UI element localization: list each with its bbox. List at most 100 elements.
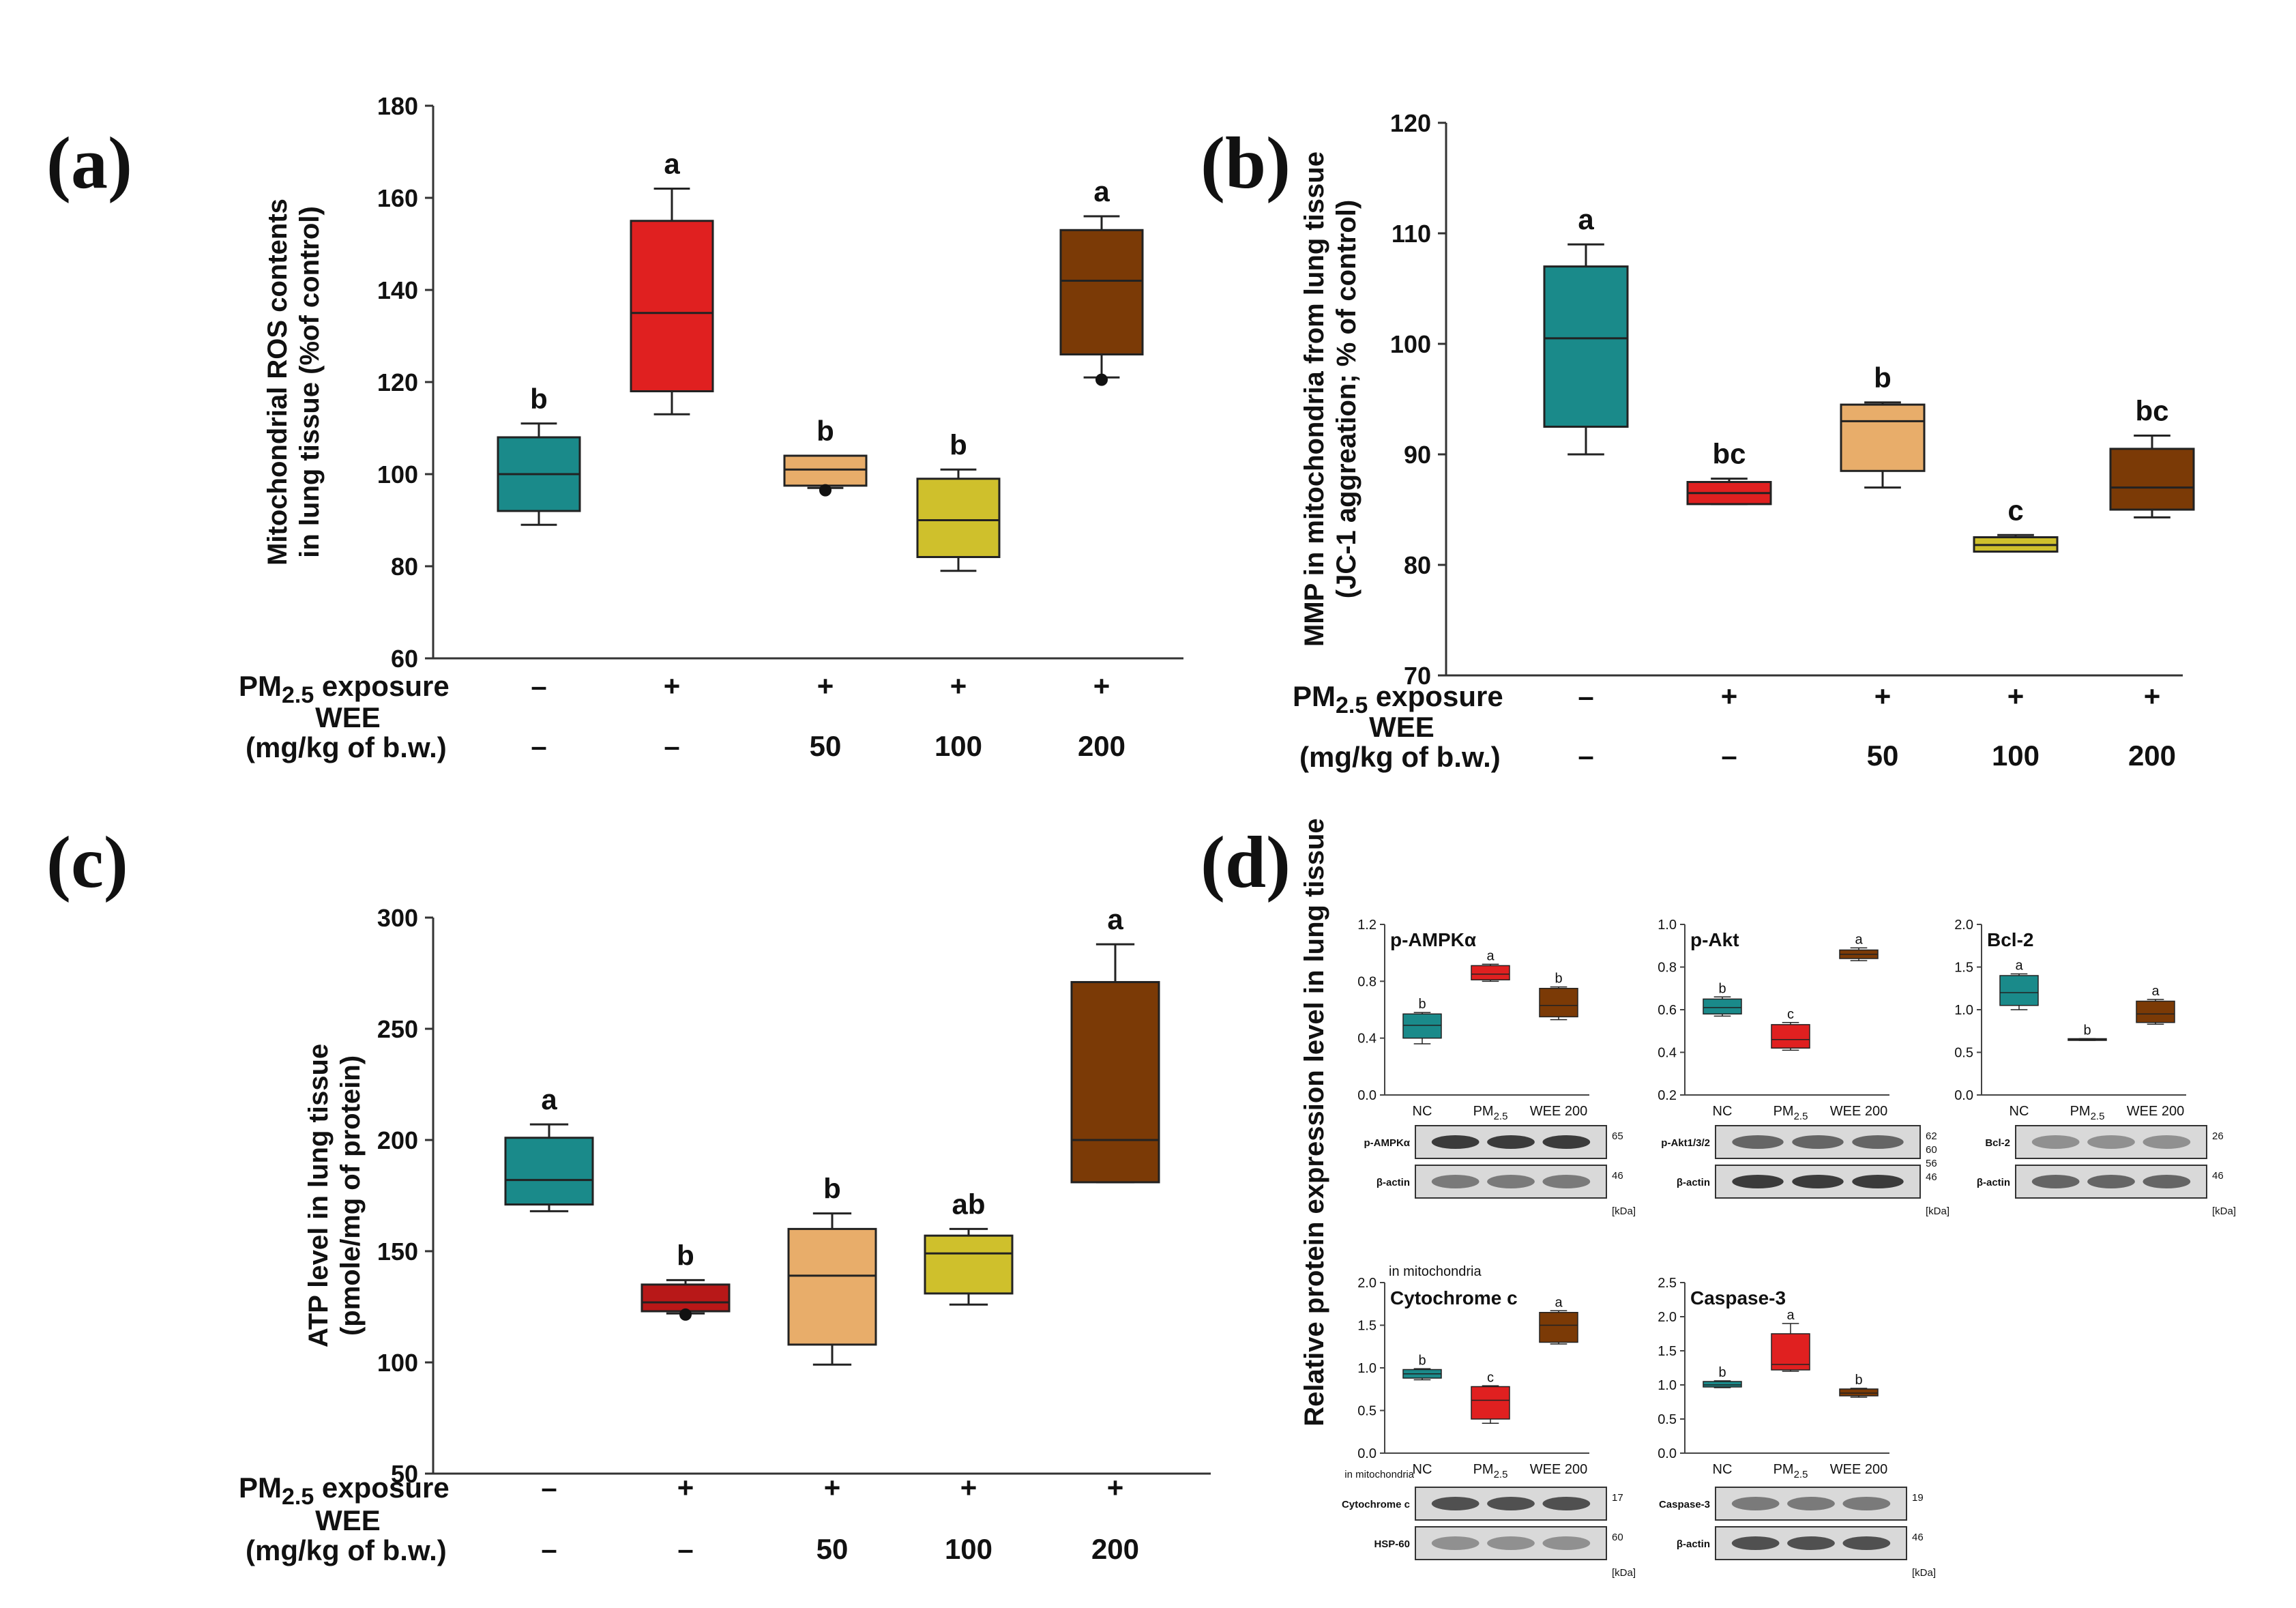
y-tick-label-a-3: 120 [377, 368, 418, 396]
blot-row-label-3-0: Cytochrome c [1342, 1499, 1410, 1510]
blot-2: Bcl-2 β-actin 26 46 [kDa] [1977, 1125, 2236, 1217]
blot-kda-3-0: 17 [1612, 1492, 1623, 1504]
mini-category-4-2: WEE 200 [1830, 1462, 1887, 1477]
mini-sig-2-2: a [2151, 984, 2160, 999]
blot-band-1-1-1 [1792, 1175, 1844, 1188]
blot-band-0-0-2 [1542, 1135, 1591, 1149]
mini-category-0-1: PM2.5 [1473, 1104, 1508, 1122]
y-tick-label-b-3: 100 [1390, 330, 1431, 358]
wee-unit-label-a: (mg/kg of b.w.) [246, 731, 447, 763]
mini-sig-1-1: c [1787, 1007, 1794, 1022]
blot-row-label-2-1: β-actin [1977, 1177, 2010, 1188]
sig-letter-c-0: a [541, 1083, 557, 1115]
sig-letter-c-2: b [823, 1173, 841, 1205]
mini-box-0-1-box [1471, 965, 1510, 980]
box-a-1-box [630, 220, 714, 392]
pm-value-b-3: + [2007, 680, 2025, 712]
sig-letter-c-3: ab [952, 1188, 985, 1220]
y-tick-label-c-0: 50 [391, 1460, 418, 1488]
mini-chart-1: 0.2 0.4 0.6 0.8 1.0 p-Akt b c a NC PM2.5 WEE 200 [1658, 918, 1889, 1122]
box-b-0-box [1543, 265, 1629, 428]
mini-tick-label-2-0: 0.0 [1954, 1088, 1973, 1103]
mini-tick-label-4-2: 1.0 [1658, 1378, 1677, 1393]
blot-band-0-1-2 [1542, 1175, 1591, 1188]
mini-tick-label-1-2: 0.6 [1658, 1003, 1677, 1018]
mini-sig-1-2: a [1855, 932, 1863, 947]
blot-band-3-1-2 [1542, 1536, 1591, 1550]
mini-sig-2-1: b [2083, 1023, 2091, 1038]
wee-value-c-1: – [677, 1533, 693, 1565]
mini-tick-label-0-3: 1.2 [1357, 918, 1377, 933]
panel-label-d: (d) [1201, 822, 1291, 903]
mini-tick-label-1-1: 0.4 [1658, 1046, 1677, 1061]
box-c-1-outlier-0 [679, 1308, 692, 1321]
box-c-3-box [924, 1234, 1014, 1295]
wee-value-b-3: 100 [1992, 740, 2040, 772]
blot-band-1-0-1 [1792, 1135, 1844, 1149]
sig-letter-b-1: bc [1712, 438, 1746, 470]
blot-band-0-0-0 [1431, 1135, 1480, 1149]
blot-4: Caspase-3 β-actin 19 46 [kDa] [1659, 1487, 1936, 1579]
y-axis-title-a-line2: in lung tissue (%of control) [295, 206, 325, 558]
wee-value-a-3: 100 [934, 730, 982, 762]
mini-title-2: Bcl-2 [1987, 929, 2033, 950]
y-tick-label-a-4: 140 [377, 276, 418, 304]
mini-sig-0-1: a [1486, 948, 1495, 963]
wee-value-c-4: 200 [1091, 1533, 1139, 1565]
sig-letter-b-2: b [1874, 362, 1892, 394]
blot-band-2-0-1 [2087, 1135, 2135, 1149]
pm-value-a-0: – [531, 670, 546, 702]
wee-value-c-2: 50 [816, 1533, 849, 1565]
blot-band-1-0-2 [1852, 1135, 1904, 1149]
blot-band-1-1-2 [1852, 1175, 1904, 1188]
y-tick-label-b-2: 90 [1404, 441, 1431, 469]
blot-0: p-AMPKα β-actin 65 46 [kDa] [1364, 1125, 1636, 1217]
mini-chart-0: 0.0 0.4 0.8 1.2 p-AMPKα b a b NC PM2.5 WEE 200 [1357, 918, 1589, 1122]
mini-tick-label-1-4: 1.0 [1658, 918, 1677, 933]
sig-letter-a-3: b [950, 428, 967, 461]
y-axis-title-b-line2: (JC-1 aggreation; % of control) [1331, 200, 1362, 598]
blot-band-3-0-1 [1487, 1497, 1535, 1510]
wee-label-c: WEE [315, 1504, 381, 1536]
y-axis-title-a-line1: Mitochondrial ROS contents [263, 199, 293, 566]
mini-category-3-0: NC [1413, 1462, 1432, 1477]
mini-category-0-0: NC [1413, 1104, 1432, 1119]
mini-box-3-2-box [1539, 1312, 1578, 1343]
pm-label-b: PM2.5 exposure [1293, 680, 1503, 718]
mini-box-4-1-box [1771, 1333, 1810, 1371]
wee-value-a-1: – [664, 730, 679, 762]
panel-label-b: (b) [1201, 123, 1291, 204]
blot-band-1-1-0 [1732, 1175, 1784, 1188]
y-axis-title-c-line1: ATP level in lung tissue [304, 1044, 334, 1347]
mini-tick-label-4-4: 2.0 [1658, 1310, 1677, 1325]
mini-category-4-1: PM2.5 [1773, 1462, 1808, 1480]
mini-sig-3-2: a [1555, 1295, 1563, 1310]
mini-tick-label-3-3: 1.5 [1357, 1319, 1377, 1334]
pm-label-c: PM2.5 exposure [239, 1472, 450, 1510]
blot-kda-0-0: 65 [1612, 1130, 1623, 1142]
mini-box-1-1-box [1771, 1024, 1810, 1049]
pm-value-c-4: + [1107, 1472, 1124, 1504]
box-c-4-box [1070, 981, 1160, 1184]
wee-label-b: WEE [1369, 711, 1434, 743]
wee-value-c-0: – [541, 1533, 557, 1565]
y-tick-label-b-4: 110 [1392, 220, 1431, 248]
blot-row-label-2-0: Bcl-2 [1985, 1137, 2010, 1149]
mini-sig-3-1: c [1487, 1370, 1494, 1385]
blot-1: p-Akt1/3/2 β-actin 62 60 56 46 [kDa] [1661, 1125, 1949, 1217]
y-tick-label-a-1: 80 [391, 553, 418, 581]
y-tick-label-c-1: 100 [377, 1349, 418, 1377]
pm-value-b-1: + [1721, 680, 1738, 712]
blot-band-0-1-1 [1487, 1175, 1535, 1188]
mini-sig-2-0: a [2015, 959, 2023, 974]
wee-unit-label-b: (mg/kg of b.w.) [1299, 741, 1501, 773]
sig-letter-a-1: a [664, 148, 680, 180]
blot-row-label-1-0: p-Akt1/3/2 [1661, 1137, 1710, 1149]
mini-chart-2: 0.0 0.5 1.0 1.5 2.0 Bcl-2 a b a NC PM2.5 WEE 200 [1954, 918, 2186, 1122]
blot-3: in mitochondria Cytochrome c HSP-60 17 60 [kD… [1342, 1469, 1636, 1579]
blot-band-4-1-0 [1731, 1536, 1780, 1550]
mini-box-1-0-box [1703, 998, 1742, 1014]
blot-row-label-0-1: β-actin [1377, 1177, 1410, 1188]
y-tick-label-c-2: 150 [377, 1238, 418, 1266]
mini-sig-4-2: b [1855, 1373, 1862, 1388]
